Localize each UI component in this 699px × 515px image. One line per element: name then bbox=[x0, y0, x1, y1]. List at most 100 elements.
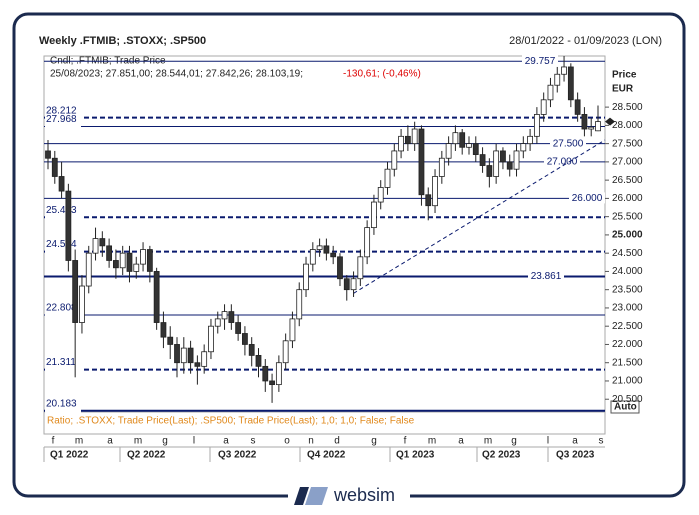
month-label: f bbox=[404, 436, 407, 447]
level-label: 24.544 bbox=[46, 239, 77, 250]
y-tick-label: 25.000 bbox=[612, 230, 643, 241]
candle-body bbox=[126, 252, 133, 272]
level-label-bg bbox=[45, 308, 81, 320]
candle-body bbox=[425, 194, 432, 207]
level-label: 21.311 bbox=[46, 357, 76, 368]
date-range: 28/01/2022 - 01/09/2023 (LON) bbox=[509, 35, 662, 47]
candle-body bbox=[45, 150, 51, 159]
y-tick-label: 22.000 bbox=[612, 339, 643, 350]
candle-body bbox=[235, 322, 242, 334]
candle-body bbox=[500, 150, 506, 163]
candle-body bbox=[113, 260, 119, 269]
candle-body bbox=[472, 143, 479, 155]
candle-body bbox=[289, 318, 296, 342]
quarter-label: Q3 2022 bbox=[218, 450, 257, 461]
candle-body bbox=[282, 340, 289, 364]
month-label: f bbox=[52, 436, 55, 447]
candle-body bbox=[330, 252, 337, 258]
candle-body bbox=[58, 176, 65, 192]
candle-body bbox=[574, 99, 581, 115]
candle-body bbox=[242, 333, 248, 345]
candle-body bbox=[432, 176, 438, 207]
level-label: 20.183 bbox=[46, 398, 77, 409]
quarter-label: Q1 2023 bbox=[396, 450, 435, 461]
candle-body bbox=[418, 128, 425, 196]
level-label-bg bbox=[45, 404, 81, 416]
candle-body bbox=[581, 114, 588, 130]
trendline bbox=[353, 139, 606, 294]
candle-body bbox=[153, 271, 160, 323]
month-label: g bbox=[162, 436, 168, 447]
candle-body bbox=[527, 135, 533, 145]
month-label: g bbox=[371, 436, 377, 447]
candle-body bbox=[561, 66, 567, 75]
candle-body bbox=[357, 256, 364, 280]
candle-body bbox=[167, 336, 174, 345]
candle-body bbox=[323, 245, 330, 254]
candle-body bbox=[350, 278, 357, 291]
candle-body bbox=[493, 150, 500, 177]
candle-body bbox=[337, 256, 343, 280]
y-tick-label: 20.500 bbox=[612, 394, 643, 405]
quarter-label: Q4 2022 bbox=[307, 450, 346, 461]
candle-body bbox=[459, 132, 466, 148]
month-label: a bbox=[458, 436, 464, 447]
candle-body bbox=[133, 263, 140, 272]
scale-mode-box[interactable] bbox=[610, 400, 640, 414]
y-tick-label: 26.000 bbox=[612, 193, 643, 204]
candle-body bbox=[269, 380, 275, 386]
level-label: 29.757 bbox=[525, 56, 556, 67]
level-label-bg bbox=[45, 245, 81, 257]
level-label: 22.808 bbox=[46, 303, 77, 314]
y-tick-label: 24.000 bbox=[612, 266, 643, 277]
candle-body bbox=[65, 190, 72, 261]
level-label-bg bbox=[45, 120, 81, 132]
level-label-bg bbox=[522, 55, 558, 67]
candle-body bbox=[228, 311, 235, 323]
candle-body bbox=[275, 362, 282, 386]
candle-body bbox=[146, 249, 153, 272]
level-label: 27.500 bbox=[553, 138, 584, 149]
indicator-label: Ratio; .STOXX; Trade Price(Last); .SP500… bbox=[47, 416, 415, 427]
y-tick-label: 27.500 bbox=[612, 138, 643, 149]
indicator-pane bbox=[43, 411, 606, 435]
quarter-label: Q3 2023 bbox=[556, 450, 595, 461]
candle-body bbox=[506, 161, 513, 170]
level-label: 26.000 bbox=[572, 193, 603, 204]
candle-body bbox=[404, 135, 411, 145]
candle-body bbox=[452, 132, 459, 145]
candle-body bbox=[445, 143, 452, 159]
y-tick-label: 28.500 bbox=[612, 102, 643, 113]
candle-body bbox=[180, 347, 187, 364]
candle-body bbox=[595, 121, 601, 132]
candle-body bbox=[513, 150, 520, 170]
candle-body bbox=[540, 99, 547, 115]
last-bar: 25/08/2023; 27.851,00; 28.544,01; 27.842… bbox=[50, 69, 303, 80]
level-label-bg bbox=[45, 211, 81, 223]
candle-body bbox=[79, 285, 85, 323]
candle-body bbox=[214, 318, 221, 327]
month-label: a bbox=[107, 436, 113, 447]
scale-mode[interactable]: Auto bbox=[614, 402, 637, 413]
brand: websim bbox=[333, 485, 395, 505]
candle-body bbox=[554, 73, 561, 86]
candle-body bbox=[316, 245, 323, 250]
level-label: 27.000 bbox=[547, 157, 578, 168]
y-tick-label: 25.500 bbox=[612, 211, 643, 222]
candle-body bbox=[85, 252, 92, 287]
candle-body bbox=[92, 238, 99, 254]
y-tick-label: 23.500 bbox=[612, 284, 643, 295]
month-label: m bbox=[75, 436, 83, 447]
candle-body bbox=[140, 249, 146, 265]
y-tick-label: 24.500 bbox=[612, 248, 643, 259]
y-tick-label: 21.000 bbox=[612, 376, 643, 387]
month-label: a bbox=[572, 436, 578, 447]
candle-body bbox=[51, 157, 58, 177]
candle-body bbox=[391, 150, 398, 170]
candle-body bbox=[221, 311, 228, 320]
last-change: -130,61; (-0,46%) bbox=[343, 69, 421, 80]
logo: websim bbox=[288, 483, 410, 509]
month-label: a bbox=[223, 436, 229, 447]
month-label: s bbox=[599, 436, 604, 447]
candle-body bbox=[411, 128, 418, 145]
